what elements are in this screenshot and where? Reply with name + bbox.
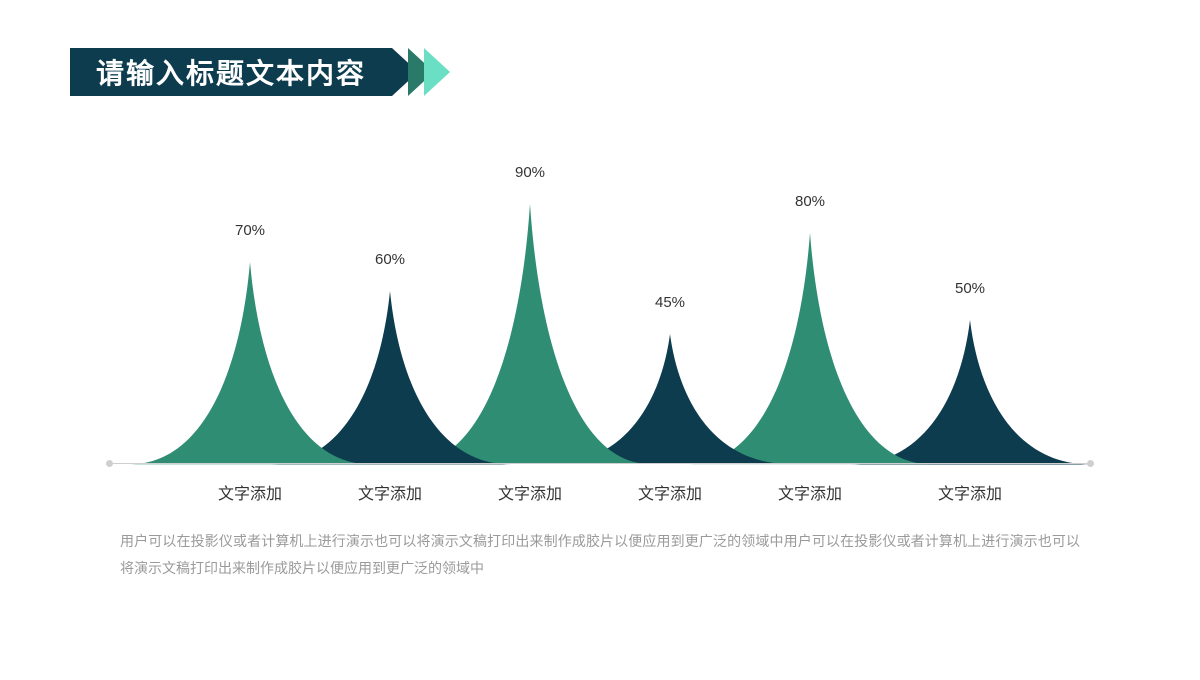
- x-axis-labels: 文字添加 文字添加 文字添加 文字添加 文字添加 文字添加: [110, 480, 1090, 510]
- x-axis-label: 文字添加: [638, 480, 702, 504]
- chevron-icon: [424, 48, 450, 96]
- page-title: 请输入标题文本内容: [70, 48, 392, 96]
- description-text: 用户可以在投影仪或者计算机上进行演示也可以将演示文稿打印出来制作成胶片以便应用到…: [120, 528, 1080, 581]
- x-axis-label: 文字添加: [358, 480, 422, 504]
- peak: [130, 262, 370, 464]
- peak-chart: 文字添加文字添加文字添加文字添加文字添加文字添加 70%60%90%45%80%…: [110, 180, 1090, 470]
- x-axis-label: 文字添加: [218, 480, 282, 504]
- peak-value-label: 45%: [655, 294, 685, 311]
- chart-baseline: [110, 463, 1090, 464]
- peak-value-label: 60%: [375, 251, 405, 268]
- x-axis-label: 文字添加: [938, 480, 1002, 504]
- peak-value-label: 70%: [235, 222, 265, 239]
- peak-value-label: 50%: [955, 280, 985, 297]
- peak-value-label: 80%: [795, 193, 825, 210]
- title-bar: 请输入标题文本内容: [70, 48, 450, 96]
- x-axis-label: 文字添加: [498, 480, 562, 504]
- peak-value-label: 90%: [515, 164, 545, 181]
- x-axis-label: 文字添加: [778, 480, 842, 504]
